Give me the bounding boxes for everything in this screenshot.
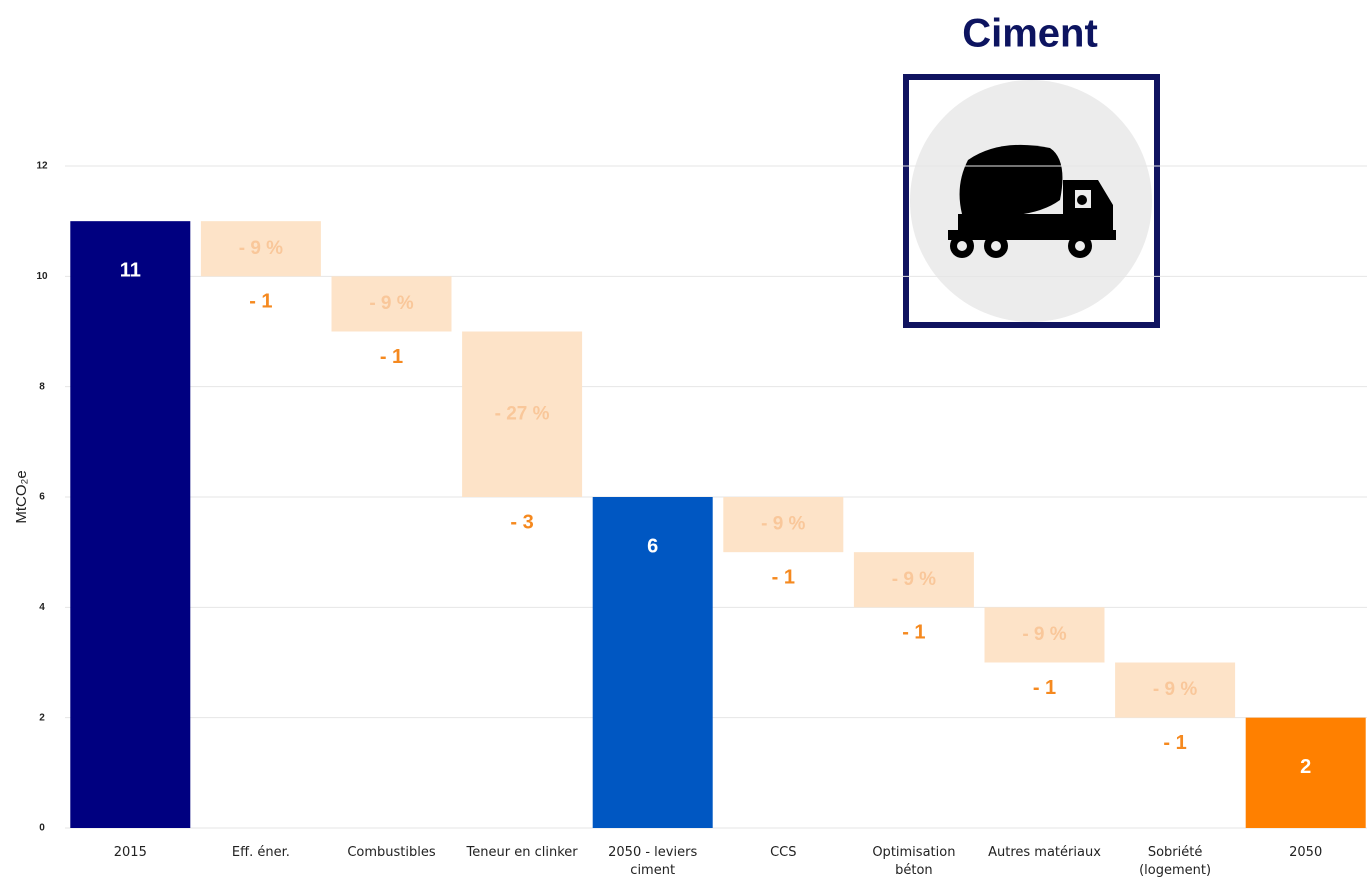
- value-label: - 1: [380, 346, 403, 368]
- percent-label: - 9 %: [239, 238, 283, 259]
- x-tick-label: 2050 - leviers ciment: [608, 845, 698, 878]
- y-tick-label: 10: [36, 271, 48, 282]
- value-label: - 1: [1163, 732, 1186, 754]
- y-tick-label: 2: [39, 712, 45, 723]
- delta-bar: [723, 497, 844, 553]
- x-tick-label: Combustibles: [347, 845, 436, 860]
- percent-label: - 9 %: [369, 293, 413, 314]
- x-tick-label: CCS: [770, 845, 797, 860]
- y-tick-label: 12: [36, 161, 48, 172]
- value-label: 2: [1300, 756, 1311, 778]
- x-tick-label: 2015: [113, 845, 147, 860]
- y-tick-label: 4: [39, 602, 45, 613]
- chart-title: Ciment: [962, 12, 1098, 56]
- y-tick-label: 6: [39, 492, 45, 503]
- icon: [903, 74, 1160, 328]
- percent-label: - 27 %: [495, 403, 550, 424]
- percent-label: - 9 %: [761, 514, 805, 535]
- y-axis-label: MtCO₂e: [13, 470, 30, 523]
- value-label: 6: [647, 535, 658, 557]
- total-bar: [1245, 717, 1366, 828]
- y-tick-label: 8: [39, 381, 45, 392]
- value-label: - 1: [772, 566, 795, 588]
- percent-label: - 9 %: [1153, 679, 1197, 700]
- value-label: - 3: [510, 511, 533, 533]
- x-tick-label: Sobriété (logement): [1139, 845, 1212, 878]
- delta-bar: [853, 552, 974, 608]
- value-label: - 1: [249, 291, 272, 313]
- delta-bar: [462, 331, 583, 497]
- delta-bar: [1115, 662, 1236, 718]
- delta-bar: [984, 607, 1105, 663]
- truck: [948, 144, 1116, 258]
- value-label: 11: [120, 259, 141, 281]
- delta-bar: [200, 221, 321, 277]
- x-tick-label: Optimisation béton: [872, 845, 956, 878]
- x-tick-label: Autres matériaux: [988, 845, 1101, 860]
- value-label: - 1: [902, 622, 925, 644]
- value-label: - 1: [1033, 677, 1056, 699]
- x-tick-label: Teneur en clinker: [466, 845, 578, 860]
- y-tick-label: 0: [39, 823, 45, 834]
- total-bar: [70, 221, 191, 828]
- percent-label: - 9 %: [892, 569, 936, 590]
- total-bar: [592, 497, 713, 828]
- percent-label: - 9 %: [1022, 624, 1066, 645]
- x-tick-label: 2050: [1289, 845, 1323, 860]
- x-tick-label: Eff. éner.: [231, 845, 290, 860]
- delta-bar: [331, 276, 452, 332]
